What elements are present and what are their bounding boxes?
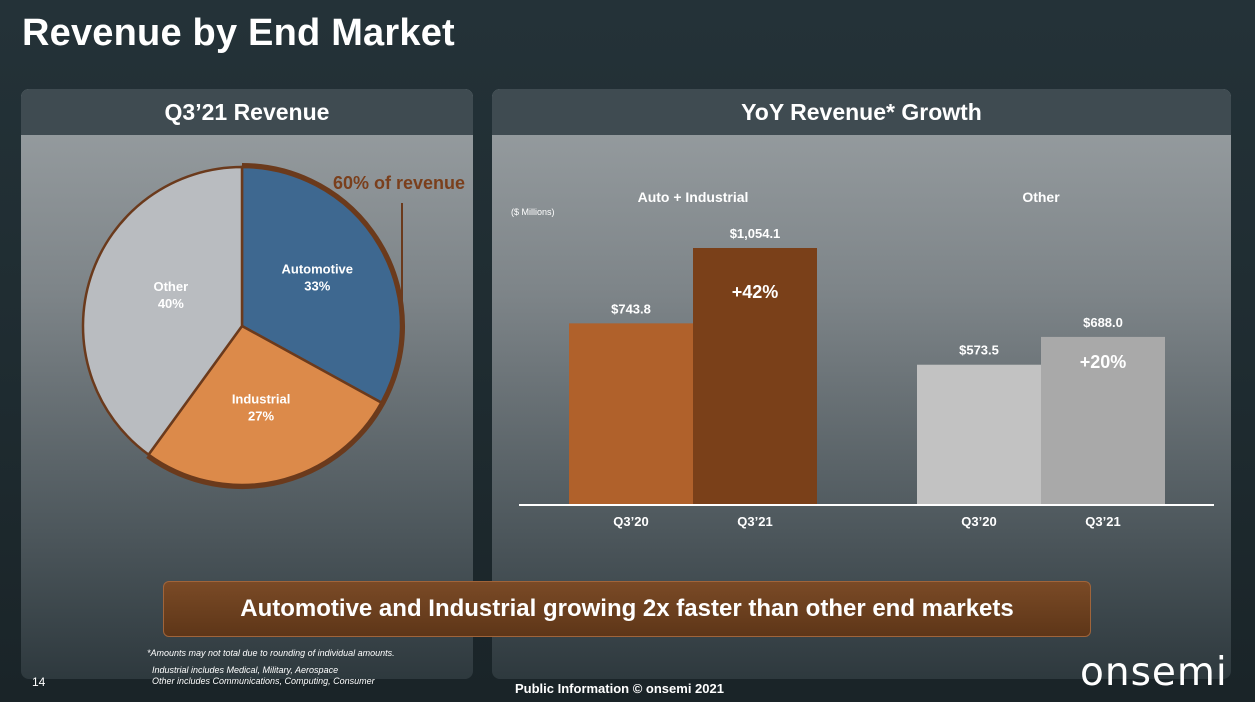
group-label-other: Other bbox=[1022, 189, 1060, 205]
pie-label-automotive: Automotive bbox=[282, 261, 354, 276]
pie-value-industrial: 27% bbox=[248, 408, 274, 423]
pie-slice-automotive bbox=[240, 165, 403, 405]
footer-text: Public Information © onsemi 2021 bbox=[515, 681, 724, 696]
revenue-share-highlight-arc bbox=[146, 163, 405, 489]
bar-value-auto-industrial-q3-20: $743.8 bbox=[611, 301, 651, 316]
bar-auto-industrial-q3-20 bbox=[569, 323, 693, 504]
pie-slice-other bbox=[81, 165, 244, 457]
bar-value-other-q3-20: $573.5 bbox=[959, 343, 999, 358]
pie-value-automotive: 33% bbox=[304, 278, 330, 293]
pie-panel: Q3’21 Revenue Automotive 33% Industrial 27%… bbox=[21, 89, 473, 679]
x-tick-auto-industrial-q3-21: Q3’21 bbox=[737, 514, 772, 529]
group-label-auto-industrial: Auto + Industrial bbox=[638, 189, 749, 205]
pie-chart: Automotive 33% Industrial 27% Other 40% 60% of… bbox=[81, 163, 465, 489]
revenue-share-annotation: 60% of revenue bbox=[333, 173, 465, 193]
bar-auto-industrial-q3-21 bbox=[693, 248, 817, 504]
footnote-rounding: *Amounts may not total due to rounding o… bbox=[147, 648, 395, 658]
bar-value-other-q3-21: $688.0 bbox=[1083, 315, 1123, 330]
footnote-other: Other includes Communications, Computing… bbox=[152, 676, 375, 686]
key-message-banner: Automotive and Industrial growing 2x fas… bbox=[163, 581, 1091, 637]
pie-slice-industrial bbox=[146, 324, 384, 487]
pie-label-other: Other bbox=[153, 279, 188, 294]
growth-label-auto-industrial: +42% bbox=[732, 282, 779, 302]
bar-value-auto-industrial-q3-21: $1,054.1 bbox=[730, 226, 781, 241]
bar-other-q3-20 bbox=[917, 364, 1041, 504]
bar-panel-title: YoY Revenue* Growth bbox=[492, 89, 1231, 135]
pie-label-industrial: Industrial bbox=[232, 391, 291, 406]
onsemi-logo: onsemi bbox=[1080, 650, 1228, 695]
bar-chart: ($ Millions) Auto + Industrial $743.8 Q3’20… bbox=[511, 189, 1214, 529]
growth-label-other: +20% bbox=[1080, 352, 1127, 372]
pie-panel-title: Q3’21 Revenue bbox=[21, 89, 473, 135]
x-tick-other-q3-21: Q3’21 bbox=[1085, 514, 1120, 529]
bar-other-q3-21 bbox=[1041, 336, 1165, 504]
footnote-industrial: Industrial includes Medical, Military, A… bbox=[152, 665, 339, 675]
unit-label: ($ Millions) bbox=[511, 207, 555, 217]
pie-value-other: 40% bbox=[158, 296, 184, 311]
page-number: 14 bbox=[32, 675, 46, 689]
x-tick-other-q3-20: Q3’20 bbox=[961, 514, 996, 529]
slide-title: Revenue by End Market bbox=[22, 12, 455, 54]
bar-panel: YoY Revenue* Growth ($ Millions) Auto + I… bbox=[492, 89, 1231, 679]
x-tick-auto-industrial-q3-20: Q3’20 bbox=[613, 514, 648, 529]
